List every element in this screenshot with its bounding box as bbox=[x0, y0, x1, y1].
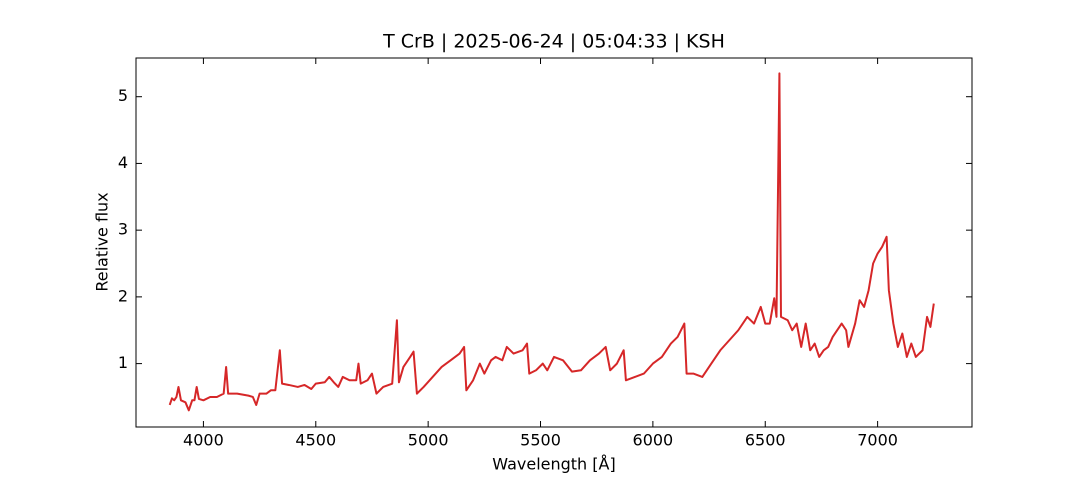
y-tick-label: 2 bbox=[118, 286, 128, 305]
plot-frame bbox=[135, 57, 973, 428]
x-axis-label: Wavelength [Å] bbox=[492, 455, 615, 474]
x-tick-label: 4000 bbox=[183, 431, 224, 450]
x-tick-label: 4500 bbox=[295, 431, 336, 450]
y-axis-label: Relative flux bbox=[93, 192, 112, 291]
y-tick-label: 5 bbox=[118, 86, 128, 105]
x-tick-label: 5000 bbox=[408, 431, 449, 450]
y-tick-label: 3 bbox=[118, 220, 128, 239]
x-tick-label: 7000 bbox=[857, 431, 898, 450]
y-tick-label: 1 bbox=[118, 353, 128, 372]
x-tick-label: 5500 bbox=[520, 431, 561, 450]
y-tick-label: 4 bbox=[118, 153, 128, 172]
spectrum-line bbox=[168, 72, 935, 412]
chart-title: T CrB | 2025-06-24 | 05:04:33 | KSH bbox=[382, 31, 725, 53]
x-tick-label: 6500 bbox=[745, 431, 786, 450]
x-tick-label: 6000 bbox=[633, 431, 674, 450]
